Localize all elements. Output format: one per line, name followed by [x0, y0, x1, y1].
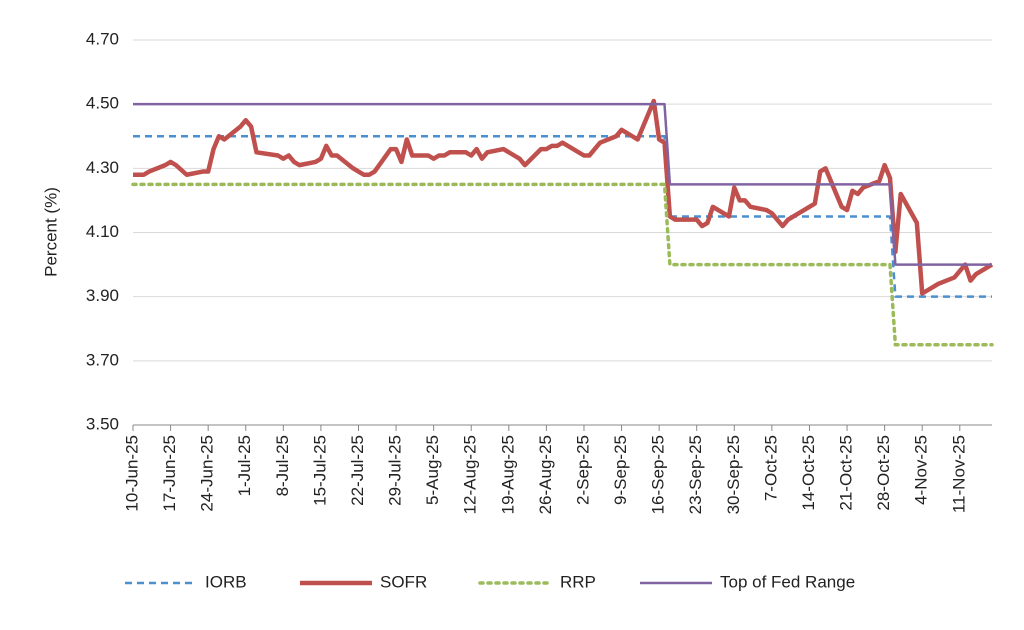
x-tick-label: 12-Aug-25	[461, 435, 480, 514]
x-tick-label: 16-Sep-25	[649, 435, 668, 514]
x-tick-label: 24-Jun-25	[198, 435, 217, 512]
x-tick-label: 4-Nov-25	[912, 435, 931, 505]
x-tick-label: 21-Oct-25	[837, 435, 856, 511]
legend-label: IORB	[205, 572, 247, 591]
series-line	[133, 135, 992, 298]
x-tick-label: 11-Nov-25	[949, 435, 968, 513]
x-tick-label: 1-Jul-25	[235, 435, 254, 496]
x-tick-label: 22-Jul-25	[348, 435, 367, 506]
x-tick-label: 28-Oct-25	[874, 435, 893, 511]
y-tick-label: 4.30	[86, 158, 119, 177]
series-line	[131, 182, 994, 347]
y-tick-label: 3.50	[86, 414, 119, 433]
legend-label: SOFR	[380, 572, 427, 591]
x-tick-label: 17-Jun-25	[160, 435, 179, 512]
y-axis-label: Percent (%)	[41, 187, 60, 277]
x-tick-label: 8-Jul-25	[273, 435, 292, 496]
x-tick-label: 14-Oct-25	[799, 435, 818, 511]
y-tick-label: 4.10	[86, 222, 119, 241]
legend-label: Top of Fed Range	[720, 572, 855, 591]
x-tick-label: 9-Sep-25	[611, 435, 630, 505]
y-tick-label: 4.50	[86, 94, 119, 113]
series-line	[133, 98, 994, 296]
y-tick-label: 3.70	[86, 350, 119, 369]
x-tick-label: 19-Aug-25	[498, 435, 517, 514]
x-tick-label: 26-Aug-25	[536, 435, 555, 514]
x-tick-label: 7-Oct-25	[761, 435, 780, 501]
y-tick-label: 3.90	[86, 286, 119, 305]
x-tick-label: 29-Jul-25	[386, 435, 405, 506]
x-tick-label: 30-Sep-25	[724, 435, 743, 514]
x-tick-label: 5-Aug-25	[423, 435, 442, 505]
series-line	[133, 102, 992, 266]
x-tick-label: 23-Sep-25	[686, 435, 705, 514]
legend-label: RRP	[560, 572, 596, 591]
x-tick-label: 15-Jul-25	[310, 435, 329, 506]
y-tick-label: 4.70	[86, 29, 119, 48]
x-tick-label: 2-Sep-25	[573, 435, 592, 505]
x-tick-label: 10-Jun-25	[122, 435, 141, 512]
